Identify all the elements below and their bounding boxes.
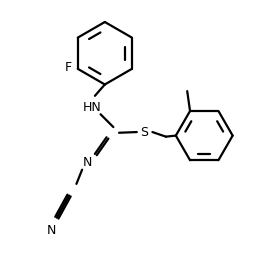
Text: HN: HN: [83, 101, 101, 114]
Text: S: S: [141, 126, 148, 139]
Text: F: F: [65, 61, 72, 74]
Text: N: N: [83, 156, 92, 169]
Text: N: N: [47, 224, 56, 236]
